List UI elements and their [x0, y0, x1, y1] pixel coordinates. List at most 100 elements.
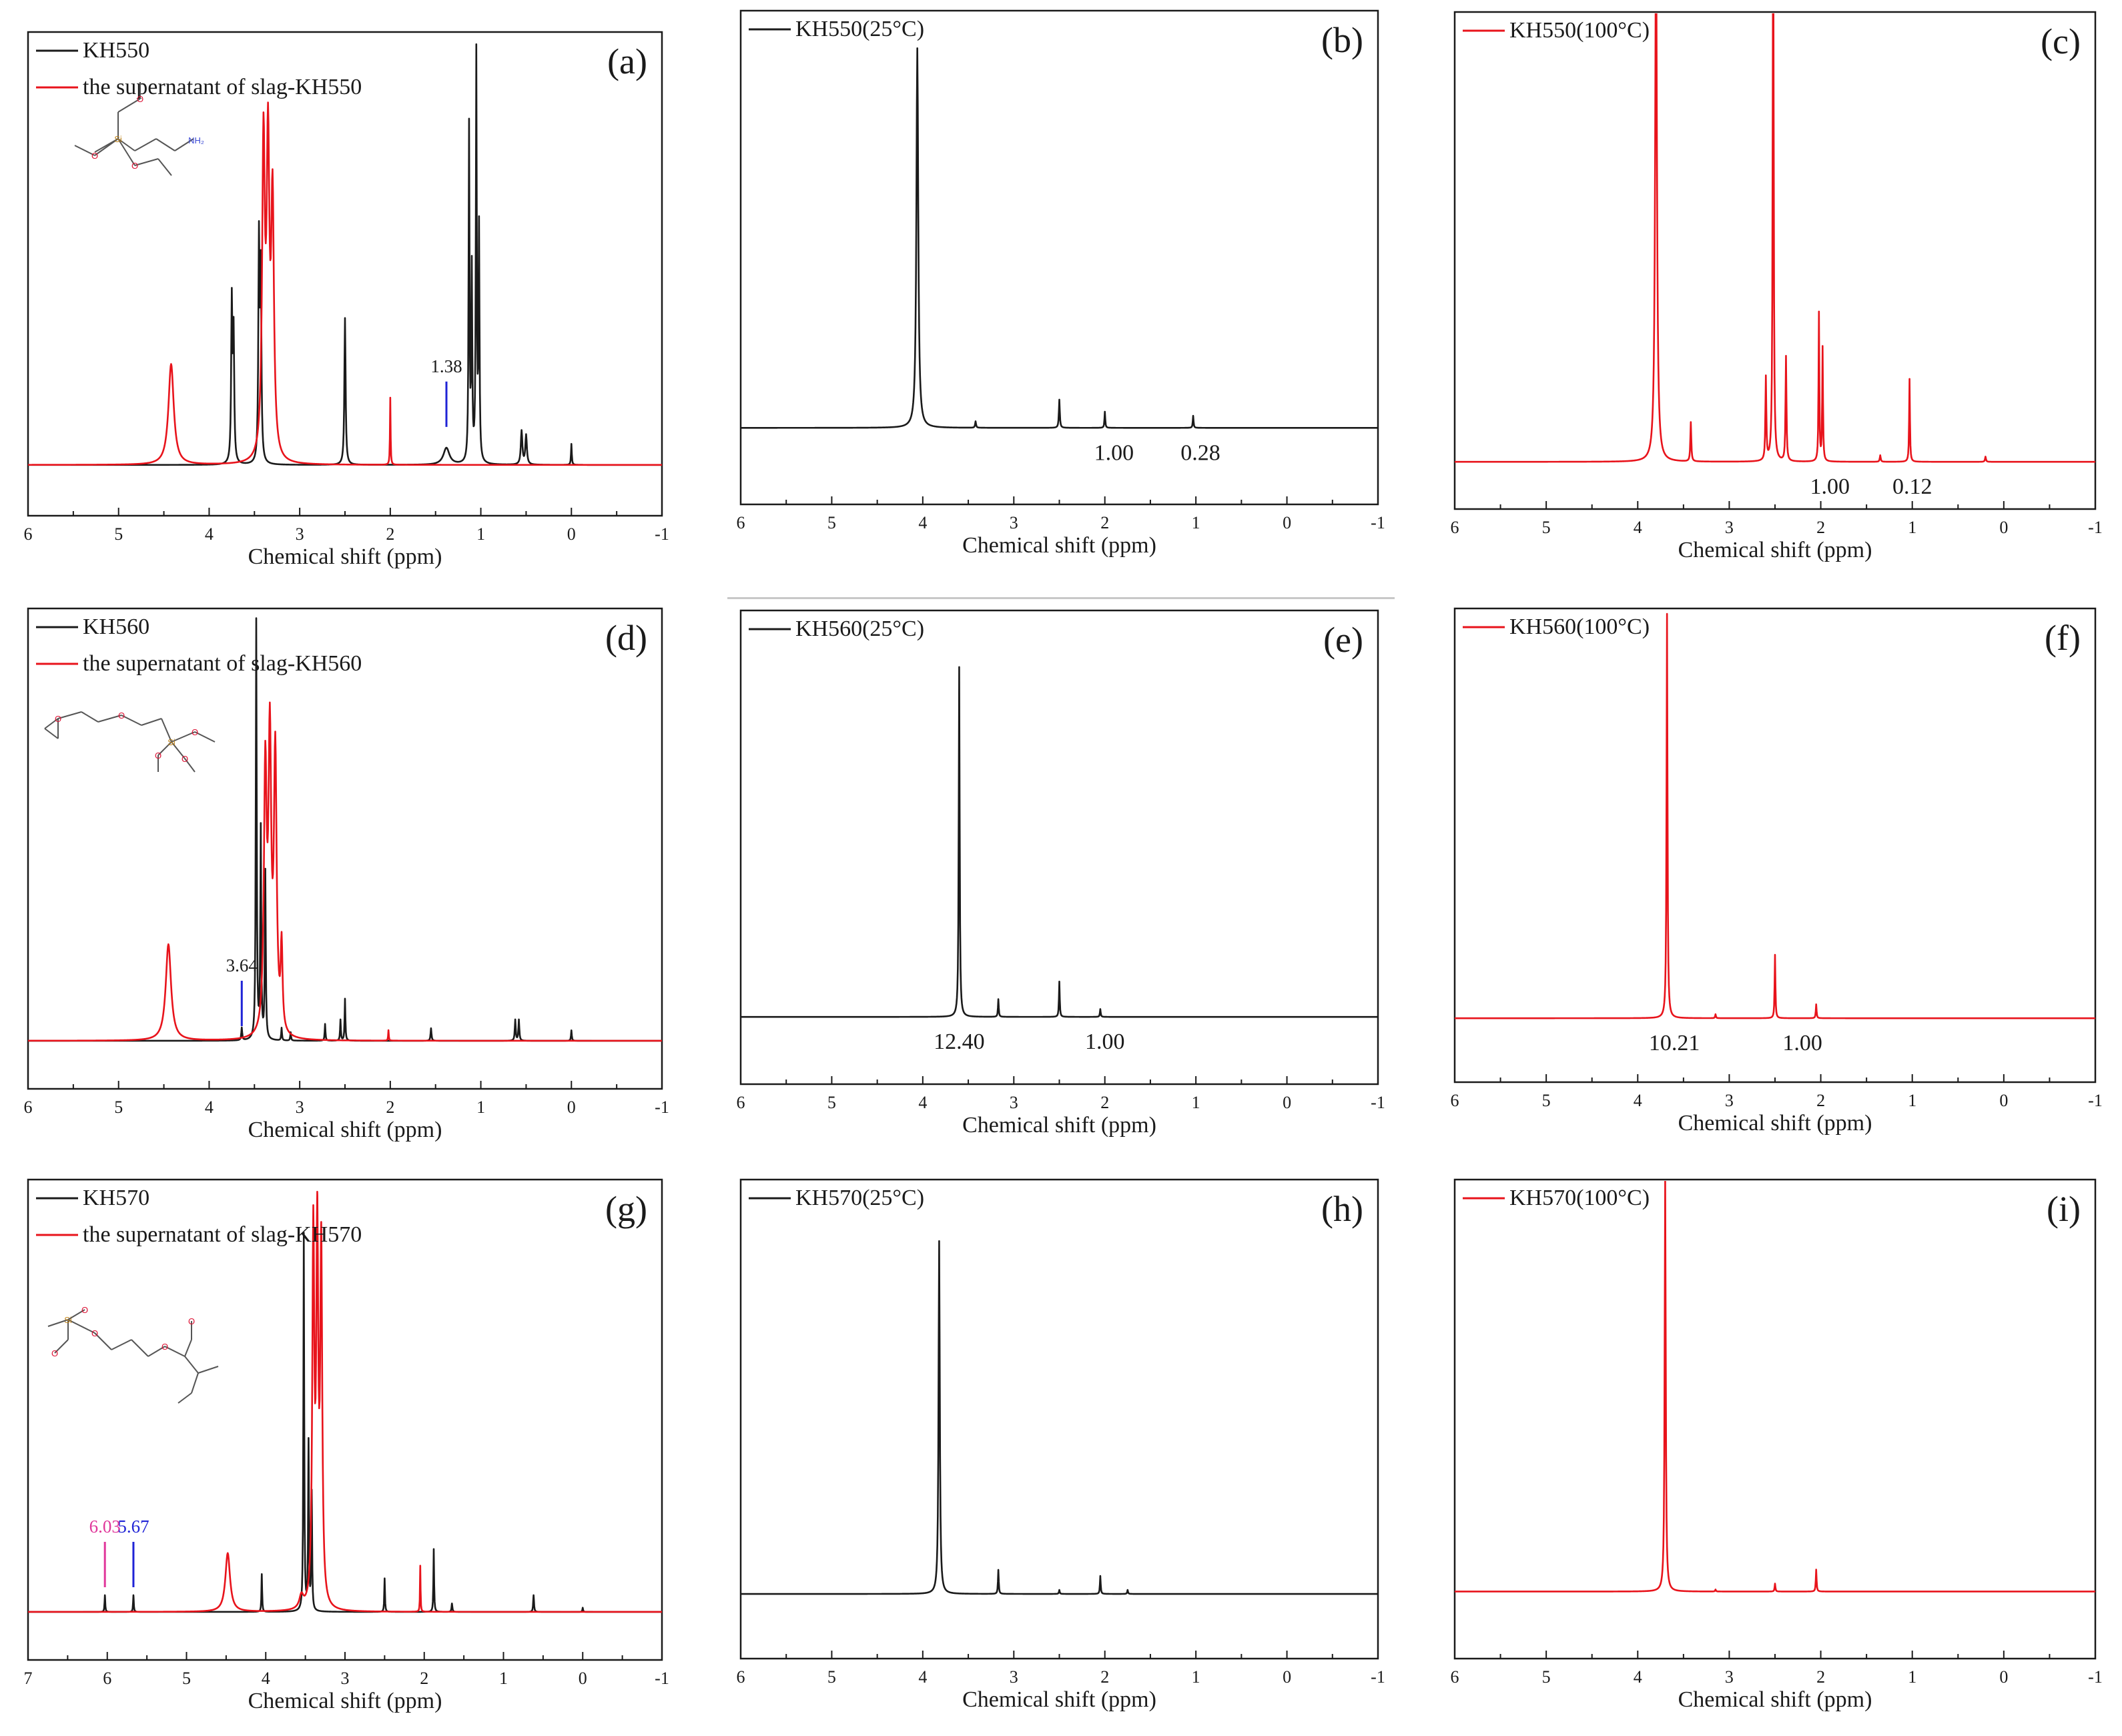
- x-tick-label: -1: [1371, 513, 1385, 532]
- x-tick-label: -1: [2088, 1667, 2103, 1687]
- plot-frame: [1453, 607, 2097, 1083]
- spectrum-line-red: [28, 1190, 662, 1613]
- annotation-label: 5.67: [117, 1516, 149, 1537]
- x-tick-label: 0: [1999, 1667, 2008, 1687]
- x-tick-label: 1: [1192, 1667, 1200, 1687]
- x-tick-label: 6: [24, 524, 33, 544]
- x-tick-label: 7: [24, 1669, 33, 1688]
- x-tick-label: 5: [827, 1093, 836, 1112]
- structure-atom: O: [155, 751, 161, 761]
- x-tick-label: 0: [1283, 1667, 1291, 1687]
- x-tick-label: 1: [1192, 1093, 1200, 1112]
- spectrum-line-black: [28, 617, 662, 1042]
- integral-value: 1.00: [1085, 1029, 1125, 1054]
- x-tick-label: 5: [114, 1098, 123, 1117]
- structure-bond: [155, 138, 175, 151]
- integral-value: 10.21: [1649, 1031, 1700, 1055]
- structure-bond: [94, 1332, 112, 1350]
- structure-atom: O: [188, 1316, 195, 1326]
- structure-bond: [47, 1319, 69, 1327]
- integral-value: 1.00: [1810, 474, 1850, 499]
- x-tick-label: 2: [386, 1098, 394, 1117]
- x-tick-label: -1: [655, 524, 669, 544]
- plot-frame: [739, 609, 1379, 1086]
- x-tick-label: 5: [827, 1667, 836, 1687]
- x-axis-title: Chemical shift (ppm): [248, 544, 442, 569]
- structure-bond: [54, 1339, 69, 1354]
- x-tick-label: 2: [1100, 1093, 1109, 1112]
- x-tick-label: 4: [918, 1093, 927, 1112]
- structure-bond: [147, 1346, 165, 1357]
- x-tick-label: 6: [737, 513, 745, 532]
- spectrum-line-black: [28, 43, 662, 466]
- integral-value: 1.00: [1782, 1031, 1822, 1055]
- panel-label: (i): [2047, 1189, 2081, 1229]
- plot-frame: [27, 31, 663, 517]
- legend-label: KH560: [83, 614, 149, 639]
- panel-label: (d): [605, 618, 647, 658]
- x-tick-label: -1: [2088, 1091, 2103, 1110]
- spectrum-line-black: [741, 666, 1378, 1018]
- plot-frame: [27, 1178, 663, 1661]
- structure-bond: [184, 1356, 199, 1374]
- x-tick-label: 3: [1010, 1093, 1018, 1112]
- row-divider: [727, 597, 1395, 599]
- structure-KH550: Si O O O NH₂: [74, 82, 204, 176]
- x-axis-title: Chemical shift (ppm): [1678, 1687, 1872, 1712]
- structure-bond: [134, 158, 159, 166]
- spectrum-line-red: [1455, 612, 2095, 1019]
- x-tick-label: 3: [341, 1669, 350, 1688]
- structure-atom: O: [81, 1305, 88, 1315]
- integral-value: 0.28: [1180, 440, 1220, 465]
- x-tick-label: -1: [655, 1669, 669, 1688]
- x-axis-title: Chemical shift (ppm): [1678, 1111, 1872, 1136]
- x-tick-label: 2: [1816, 1091, 1825, 1110]
- structure-bond: [191, 1372, 199, 1394]
- spectrum-line-red: [1455, 1181, 2095, 1593]
- x-tick-label: 0: [579, 1669, 587, 1688]
- legend-label: KH570: [83, 1186, 149, 1210]
- legend-label: KH550: [83, 38, 149, 63]
- annotation-label: 6.03: [89, 1516, 121, 1537]
- structure-KH560: O O Si O O O: [44, 711, 216, 773]
- structure-bond: [97, 715, 122, 723]
- panel-f: 6 5 4 3 2 1 0 -1 Chemical shift (ppm) KH560(100°C…: [1451, 607, 2103, 1136]
- x-tick-label: 4: [1634, 518, 1642, 537]
- structure-bond: [44, 728, 59, 739]
- structure-bond: [44, 718, 59, 729]
- x-tick-label: 6: [103, 1669, 111, 1688]
- x-tick-label: 0: [567, 524, 576, 544]
- legend-label: KH570(100°C): [1509, 1186, 1650, 1210]
- legend-label: the supernatant of slag-KH570: [83, 1222, 362, 1247]
- legend-label: KH570(25°C): [795, 1186, 924, 1210]
- x-tick-label: 2: [1816, 1667, 1825, 1687]
- x-axis-title: Chemical shift (ppm): [962, 1113, 1156, 1138]
- x-tick-label: 4: [262, 1669, 270, 1688]
- structure-atom: Si: [114, 134, 122, 144]
- panel-a: 6 5 4 3 2 1 0 -1 Chemical shift (ppm) KH550 the su…: [24, 31, 669, 569]
- panel-d: 6 5 4 3 2 1 0 -1 Chemical shift (ppm) KH560 the su…: [24, 607, 669, 1142]
- structure-atom: O: [51, 1348, 58, 1358]
- structure-bond: [81, 711, 99, 723]
- x-tick-label: 4: [918, 1667, 927, 1687]
- panel-h: 6 5 4 3 2 1 0 -1 Chemical shift (ppm) KH570(25°C)…: [737, 1178, 1385, 1712]
- plot-frame: [739, 9, 1379, 506]
- x-tick-label: 6: [24, 1098, 33, 1117]
- spectrum-line-black: [741, 1240, 1378, 1595]
- structure-bond: [131, 1339, 149, 1357]
- structure-bond: [74, 145, 95, 156]
- structure-bond: [117, 98, 141, 113]
- structure-atom: Si: [64, 1315, 72, 1325]
- structure-atom: O: [55, 714, 61, 724]
- integral-value: 0.12: [1892, 474, 1932, 499]
- x-tick-label: 6: [1451, 1667, 1459, 1687]
- structure-bond: [57, 711, 82, 719]
- x-tick-label: 1: [476, 1098, 485, 1117]
- legend-label: KH550(100°C): [1509, 18, 1650, 43]
- structure-bond: [94, 138, 119, 156]
- panel-label: (a): [607, 41, 647, 81]
- x-tick-label: 4: [205, 1098, 214, 1117]
- integral-value: 12.40: [934, 1029, 985, 1054]
- integral-value: 1.00: [1094, 440, 1134, 465]
- x-tick-label: 5: [1542, 1667, 1551, 1687]
